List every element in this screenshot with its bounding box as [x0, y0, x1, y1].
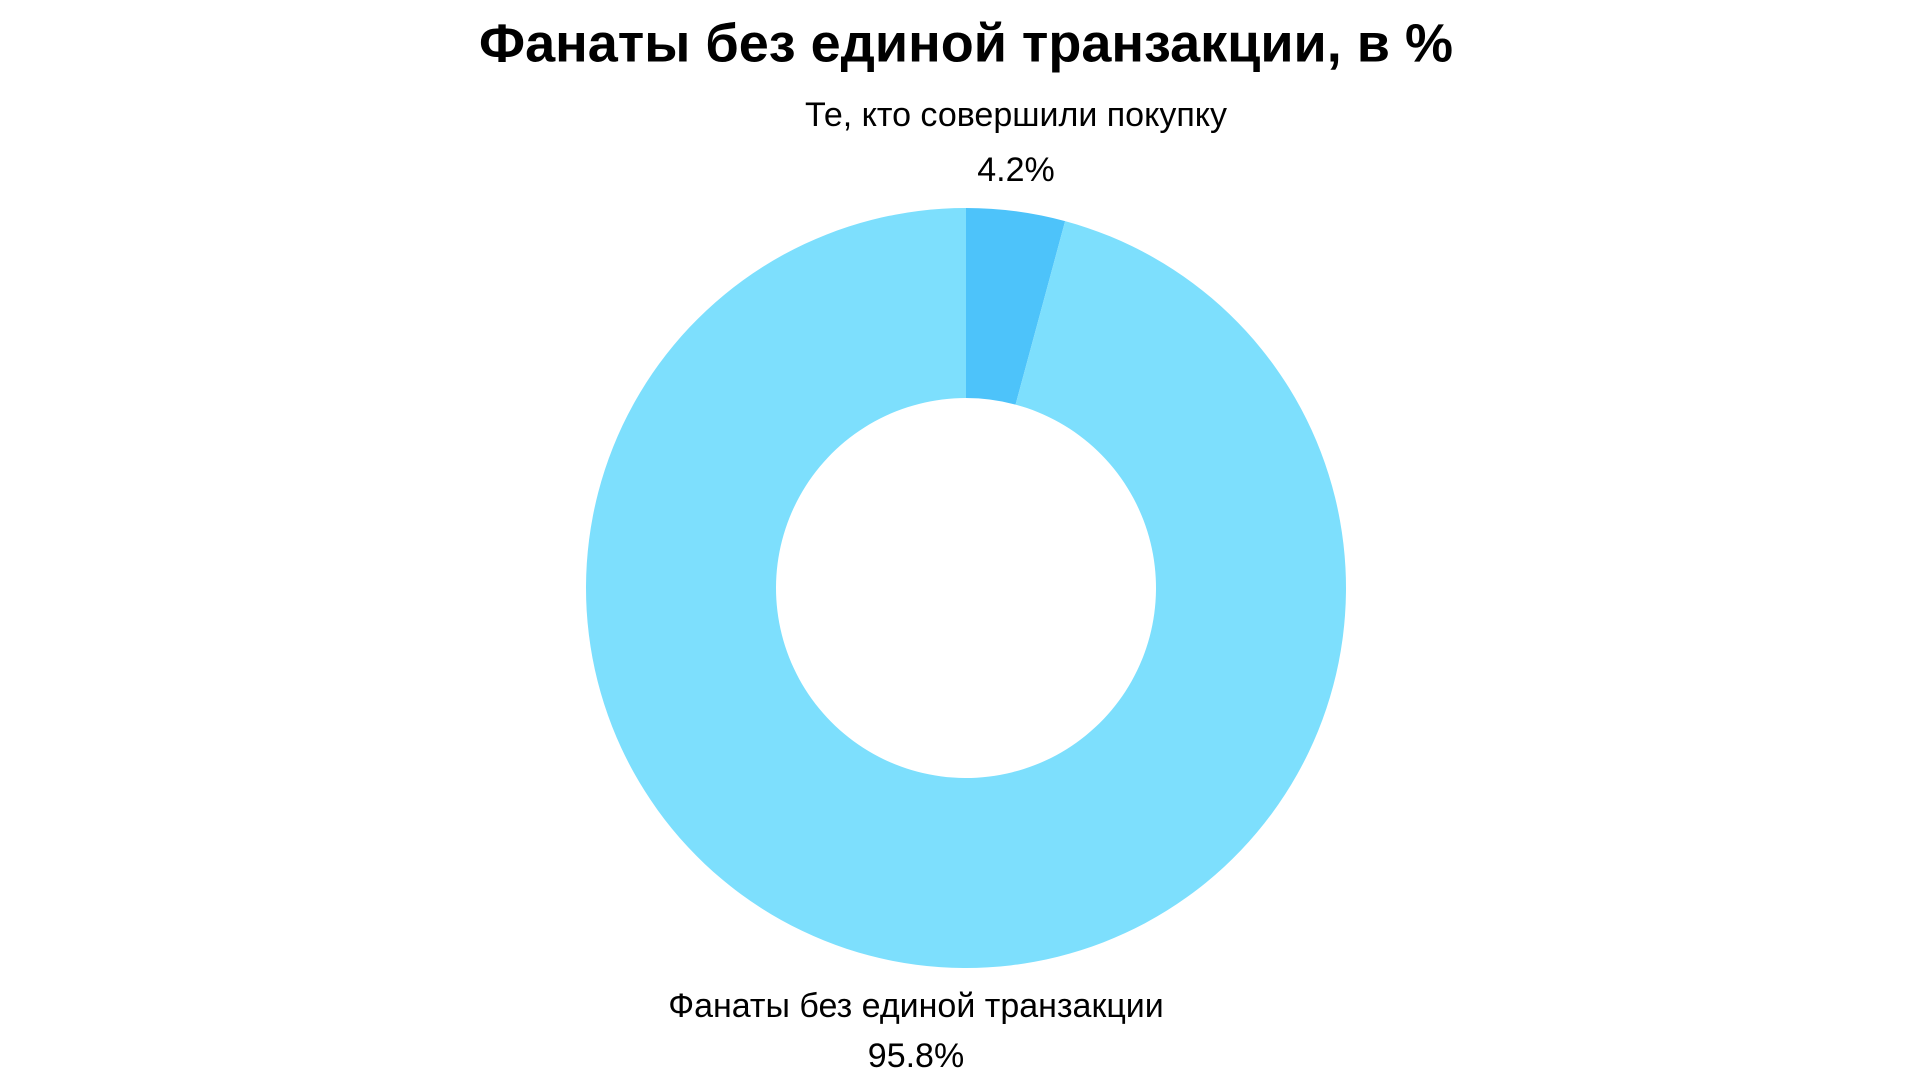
donut-slice — [585, 208, 1346, 968]
slice-label: Те, кто совершили покупку — [805, 96, 1227, 134]
slice-value-label: 4.2% — [977, 151, 1055, 189]
donut-slice — [966, 208, 1066, 405]
slice-value-label: 95.8% — [868, 1037, 964, 1075]
chart-title: Фанаты без единой транзакции, в % — [479, 13, 1453, 73]
slice-label: Фанаты без единой транзакции — [668, 987, 1164, 1025]
